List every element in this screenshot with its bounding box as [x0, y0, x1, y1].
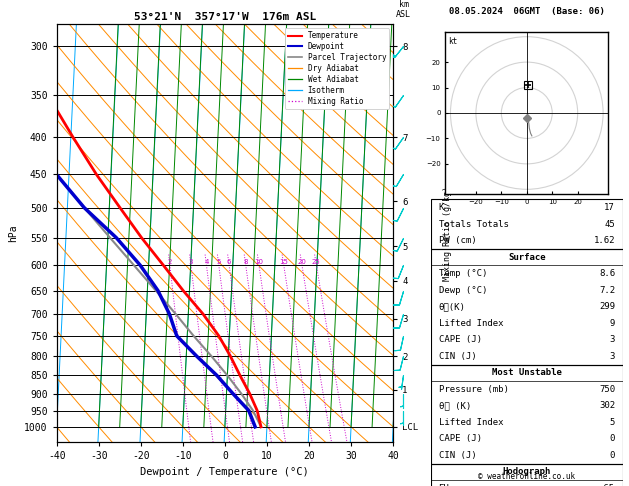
- Bar: [524, 81, 532, 89]
- Text: 0: 0: [610, 451, 615, 460]
- Text: CAPE (J): CAPE (J): [438, 335, 482, 344]
- Text: 10: 10: [255, 260, 264, 265]
- Text: 08.05.2024  06GMT  (Base: 06): 08.05.2024 06GMT (Base: 06): [449, 7, 604, 17]
- Text: PW (cm): PW (cm): [438, 236, 476, 245]
- Text: CIN (J): CIN (J): [438, 451, 476, 460]
- Title: 53°21'N  357°17'W  176m ASL: 53°21'N 357°17'W 176m ASL: [134, 12, 316, 22]
- Text: 750: 750: [599, 385, 615, 394]
- Text: θᴇ(K): θᴇ(K): [438, 302, 465, 311]
- Text: Pressure (mb): Pressure (mb): [438, 385, 508, 394]
- Text: 3: 3: [610, 352, 615, 361]
- Text: Temp (°C): Temp (°C): [438, 269, 487, 278]
- Text: 302: 302: [599, 401, 615, 410]
- Text: 299: 299: [599, 302, 615, 311]
- Y-axis label: hPa: hPa: [9, 225, 18, 242]
- Text: 7.2: 7.2: [599, 286, 615, 295]
- Text: 3: 3: [610, 335, 615, 344]
- Text: 0: 0: [610, 434, 615, 443]
- Text: Lifted Index: Lifted Index: [438, 418, 503, 427]
- Text: 45: 45: [604, 220, 615, 228]
- Text: 1.62: 1.62: [594, 236, 615, 245]
- Text: 5: 5: [216, 260, 221, 265]
- Text: Lifted Index: Lifted Index: [438, 319, 503, 328]
- Text: © weatheronline.co.uk: © weatheronline.co.uk: [478, 472, 576, 481]
- Text: 25: 25: [312, 260, 321, 265]
- Legend: Temperature, Dewpoint, Parcel Trajectory, Dry Adiabat, Wet Adiabat, Isotherm, Mi: Temperature, Dewpoint, Parcel Trajectory…: [285, 28, 389, 109]
- Text: 9: 9: [610, 319, 615, 328]
- Text: CIN (J): CIN (J): [438, 352, 476, 361]
- Text: 17: 17: [604, 203, 615, 212]
- Text: 8: 8: [243, 260, 248, 265]
- Text: Most Unstable: Most Unstable: [492, 368, 562, 377]
- Text: 20: 20: [298, 260, 306, 265]
- Text: EH: EH: [438, 484, 449, 486]
- Text: Dewp (°C): Dewp (°C): [438, 286, 487, 295]
- Text: 5: 5: [610, 418, 615, 427]
- Text: θᴇ (K): θᴇ (K): [438, 401, 470, 410]
- Text: kt: kt: [448, 36, 457, 46]
- Text: -65: -65: [599, 484, 615, 486]
- Text: Surface: Surface: [508, 253, 545, 261]
- Y-axis label: Mixing Ratio (g/kg): Mixing Ratio (g/kg): [443, 186, 452, 281]
- Text: CAPE (J): CAPE (J): [438, 434, 482, 443]
- X-axis label: Dewpoint / Temperature (°C): Dewpoint / Temperature (°C): [140, 467, 309, 477]
- Text: K: K: [438, 203, 444, 212]
- Text: 8.6: 8.6: [599, 269, 615, 278]
- Text: 15: 15: [279, 260, 288, 265]
- Text: km
ASL: km ASL: [396, 0, 411, 19]
- Text: 6: 6: [227, 260, 231, 265]
- Text: 3: 3: [189, 260, 193, 265]
- Text: Totals Totals: Totals Totals: [438, 220, 508, 228]
- Text: Hodograph: Hodograph: [503, 468, 551, 476]
- Text: 2: 2: [168, 260, 172, 265]
- Text: 4: 4: [204, 260, 209, 265]
